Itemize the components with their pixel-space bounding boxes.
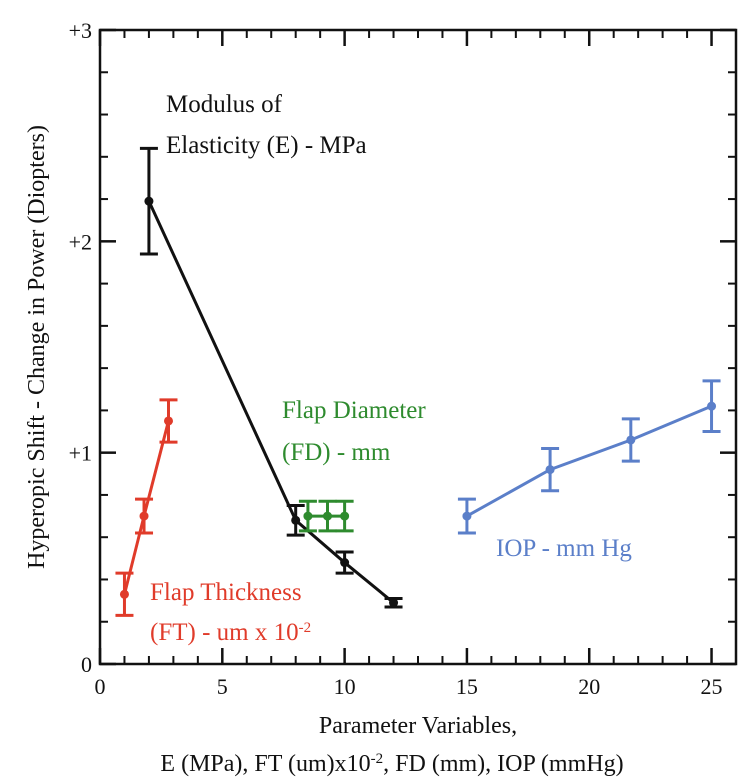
- label-flap-thickness-line2: (FT) - um x 10-2: [150, 619, 311, 646]
- data-point: [545, 465, 555, 475]
- label-flap-thickness-sup: -2: [299, 620, 312, 636]
- series-1: [115, 398, 178, 617]
- data-point: [322, 511, 332, 521]
- plot-frame: [98, 28, 738, 666]
- x-tick-label: 25: [701, 674, 723, 699]
- series-0: [139, 146, 403, 609]
- data-point: [139, 511, 149, 521]
- label-iop: IOP - mm Hg: [496, 535, 632, 562]
- data-point: [291, 515, 301, 525]
- series-3: [457, 379, 721, 535]
- series-line: [466, 404, 713, 518]
- data-point: [626, 435, 636, 445]
- label-flap-diameter-line1: Flap Diameter: [282, 397, 426, 424]
- x-tick-label: 0: [95, 674, 106, 699]
- label-modulus: Modulus of Elasticity (E) - MPa: [166, 91, 367, 159]
- data-point: [340, 511, 350, 521]
- series-line: [147, 200, 395, 604]
- x-axis-label-line2-a: E (MPa), FT (um)x10: [160, 751, 370, 777]
- x-tick-label: 5: [217, 674, 228, 699]
- y-tick-label: 0: [81, 652, 92, 677]
- x-axis-label-line2-b: , FD (mm), IOP (mmHg): [383, 751, 623, 777]
- ticks: 0 5 10 15 20 25 0 +1 +2 +3: [69, 18, 736, 699]
- label-flap-thickness-line2-a: (FT) - um x 10: [150, 619, 299, 646]
- label-iop-line1: IOP - mm Hg: [496, 535, 632, 562]
- x-axis-label-line2: E (MPa), FT (um)x10-2, FD (mm), IOP (mmH…: [160, 751, 623, 777]
- series-2: [298, 499, 354, 533]
- data-point: [163, 416, 173, 426]
- x-tick-label: 20: [578, 674, 600, 699]
- series-layer: [115, 146, 721, 617]
- y-tick-label: +2: [69, 229, 92, 254]
- label-flap-thickness-line1: Flap Thickness: [150, 579, 302, 606]
- y-tick-label: +3: [69, 18, 92, 43]
- data-point: [462, 511, 472, 521]
- label-flap-diameter: Flap Diameter (FD) - mm: [282, 397, 432, 466]
- x-tick-label: 10: [334, 674, 356, 699]
- data-point: [119, 589, 129, 599]
- x-axis-label-line1: Parameter Variables,: [319, 713, 517, 739]
- label-modulus-line2: Elasticity (E) - MPa: [166, 132, 367, 159]
- data-point: [389, 598, 399, 608]
- series-line: [123, 420, 170, 595]
- x-axis-label-line2-sup: -2: [371, 751, 384, 767]
- data-point: [144, 196, 154, 206]
- data-point: [340, 558, 350, 568]
- y-axis-label: Hyperopic Shift - Change in Power (Diopt…: [24, 125, 50, 569]
- y-tick-label: +1: [69, 441, 92, 466]
- label-flap-thickness: Flap Thickness (FT) - um x 10-2: [150, 579, 311, 646]
- data-point: [707, 401, 717, 411]
- data-point: [303, 511, 313, 521]
- label-modulus-line1: Modulus of: [166, 91, 283, 118]
- x-tick-label: 15: [456, 674, 478, 699]
- label-flap-diameter-line2: (FD) - mm: [282, 439, 391, 466]
